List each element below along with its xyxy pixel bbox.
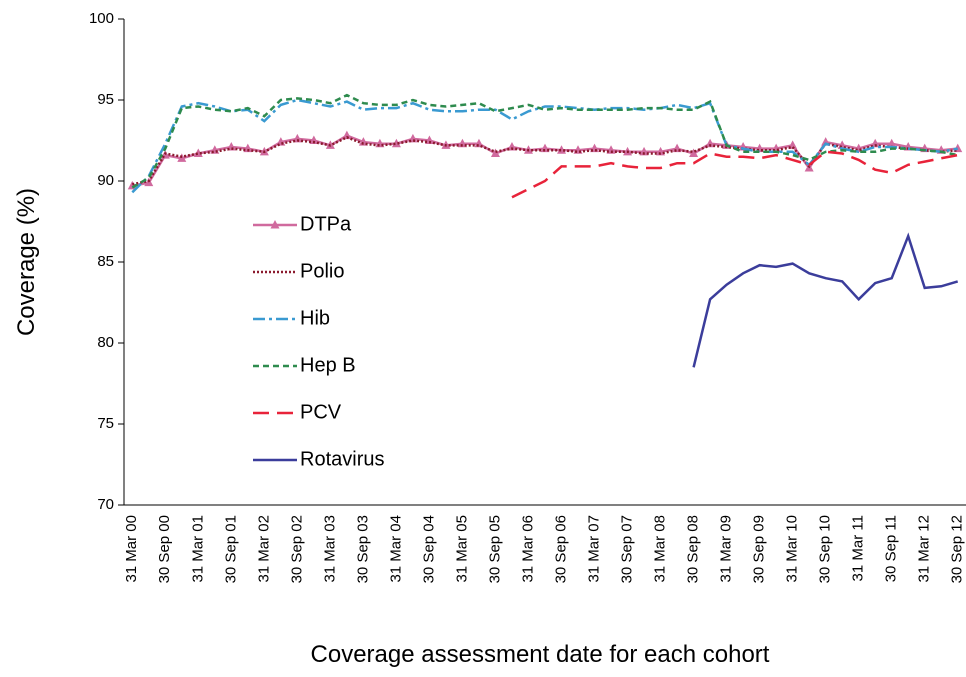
series-marker — [457, 138, 467, 148]
x-tick-label: 31 Mar 08 — [652, 515, 669, 583]
x-tick-label: 30 Sep 09 — [751, 515, 768, 583]
x-tick-label: 31 Mar 02 — [255, 515, 272, 583]
x-tick-label: 31 Mar 05 — [453, 515, 470, 583]
x-tick-label: 30 Sep 06 — [552, 515, 569, 583]
x-tick-label: 30 Sep 00 — [156, 515, 173, 583]
series-line — [131, 93, 958, 189]
x-tick-label: 30 Sep 04 — [420, 515, 437, 583]
series-marker — [490, 148, 500, 157]
y-tick-label: 90 — [97, 172, 114, 189]
legend-label: Rotavirus — [300, 448, 384, 470]
series-marker — [887, 138, 897, 148]
series-marker — [705, 138, 715, 148]
x-tick-label: 31 Mar 12 — [916, 515, 933, 583]
legend-label: DTPa — [300, 213, 352, 235]
x-tick-label: 30 Sep 07 — [619, 515, 636, 583]
series-marker — [243, 143, 253, 153]
legend-label: Hib — [300, 307, 330, 329]
series-line — [511, 150, 958, 199]
series-marker — [639, 146, 649, 156]
y-tick-label: 80 — [97, 334, 114, 351]
series-marker — [870, 138, 880, 148]
x-tick-label: 30 Sep 05 — [486, 515, 503, 583]
x-tick-label: 31 Mar 03 — [321, 515, 338, 583]
series-line — [132, 135, 958, 186]
x-tick-label: 30 Sep 03 — [354, 515, 371, 583]
x-tick-label: 31 Mar 01 — [189, 515, 206, 583]
legend-label: Polio — [300, 260, 344, 282]
x-tick-label: 30 Sep 10 — [817, 515, 834, 583]
x-tick-label: 30 Sep 08 — [685, 515, 702, 583]
legend-label: Hep B — [300, 354, 356, 376]
legend-marker — [270, 220, 280, 229]
y-tick-label: 100 — [89, 10, 114, 27]
x-tick-label: 30 Sep 01 — [222, 515, 239, 583]
series-line — [692, 232, 959, 368]
x-tick-label: 31 Mar 07 — [585, 515, 602, 583]
x-tick-label: 31 Mar 06 — [519, 515, 536, 583]
series-marker — [507, 141, 517, 151]
series-marker — [342, 130, 352, 140]
series-line — [131, 98, 958, 194]
legend-label: PCV — [300, 401, 342, 423]
x-tick-label: 30 Sep 11 — [883, 515, 900, 582]
x-tick-label: 31 Mar 04 — [387, 515, 404, 583]
y-tick-label: 70 — [97, 496, 114, 513]
x-tick-label: 31 Mar 10 — [784, 515, 801, 583]
y-tick-label: 85 — [97, 253, 114, 270]
series-marker — [424, 135, 434, 144]
y-tick-label: 95 — [97, 91, 114, 108]
y-axis-label: Coverage (%) — [13, 188, 40, 336]
x-tick-label: 31 Mar 11 — [850, 515, 867, 581]
y-tick-label: 75 — [97, 415, 114, 432]
series-line — [132, 134, 958, 188]
series-marker — [689, 148, 699, 157]
series-marker — [292, 133, 302, 143]
x-tick-label: 30 Sep 02 — [288, 515, 305, 583]
x-axis-label: Coverage assessment date for each cohort — [311, 641, 770, 668]
x-tick-label: 31 Mar 00 — [123, 515, 140, 583]
x-tick-label: 31 Mar 09 — [718, 515, 735, 583]
x-tick-label: 30 Sep 12 — [949, 515, 966, 583]
series-marker — [309, 135, 319, 144]
